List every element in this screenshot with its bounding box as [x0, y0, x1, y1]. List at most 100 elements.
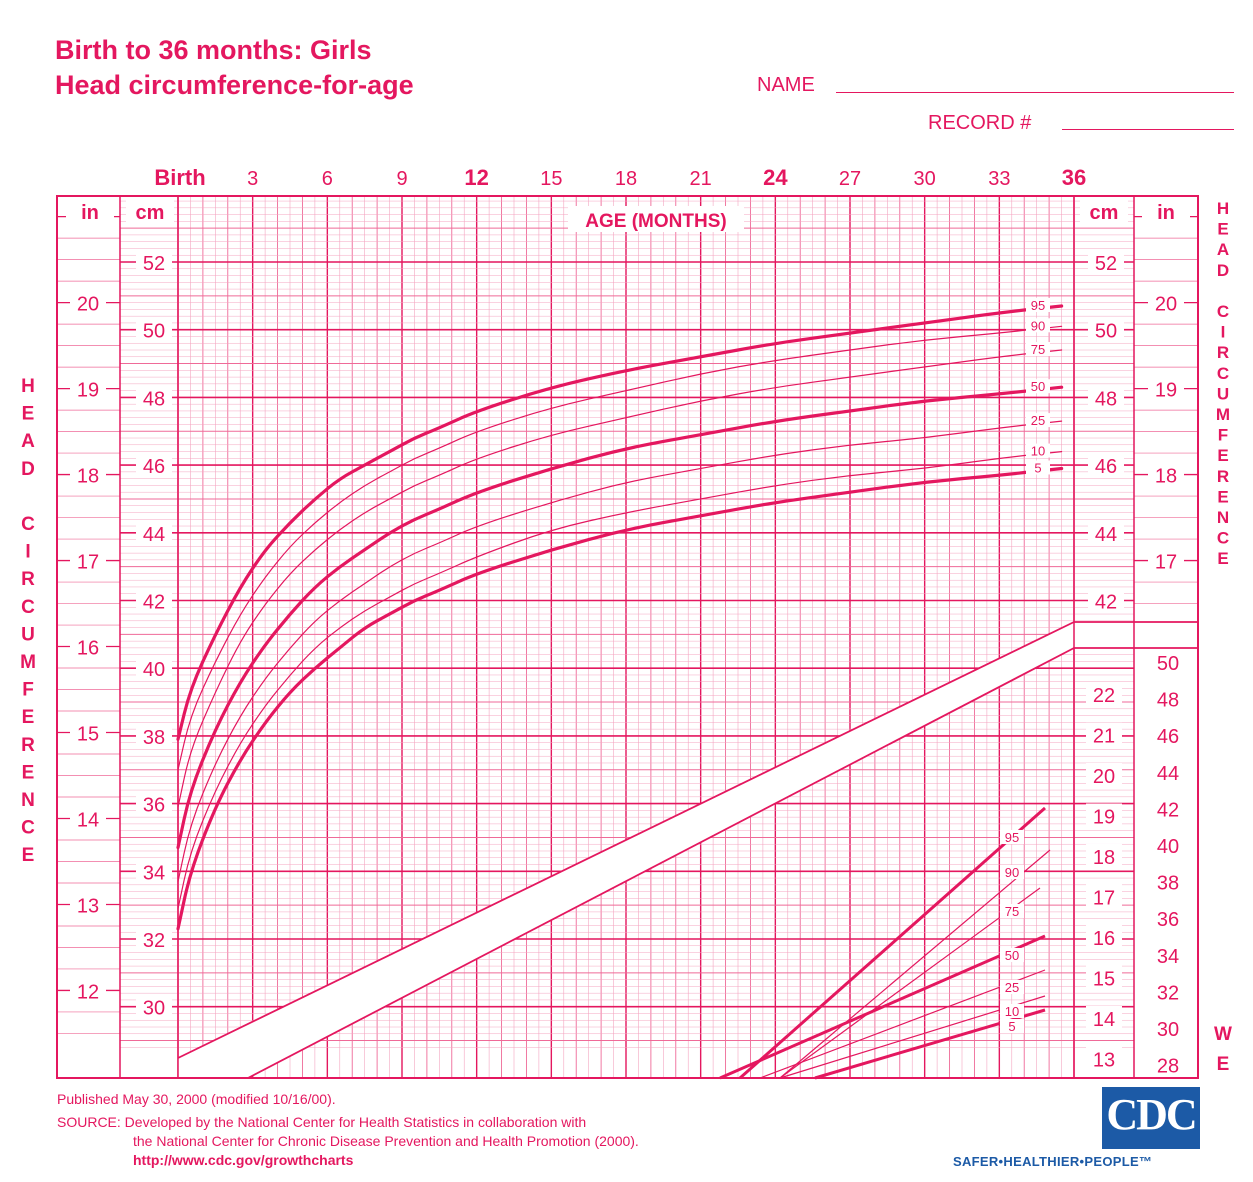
ylabel-letter-left: U	[21, 624, 35, 645]
weight-lb-label: 44	[1157, 763, 1179, 785]
weight-lb-label: 46	[1157, 726, 1179, 748]
cm-tick-label-right: 50	[1095, 321, 1117, 343]
kg-label-bg	[1086, 682, 1122, 706]
in-label-bg	[70, 376, 106, 401]
cm-label-bg	[136, 656, 172, 681]
band-edge-lower	[247, 647, 1075, 1079]
kg-label-bg	[1086, 763, 1122, 787]
percentile-label-bg	[1026, 318, 1050, 333]
cm-label-bg	[136, 791, 172, 816]
in-label-bg	[70, 290, 106, 315]
lb-label-bg	[1150, 869, 1186, 894]
name-label: NAME	[757, 74, 815, 96]
cm-tick-label-left: 40	[143, 659, 165, 681]
in-label-bg	[70, 978, 106, 1003]
percentile-curves: 95 90 75 50 25 105	[176, 298, 1064, 931]
in-label-bg	[1148, 290, 1184, 315]
weight-percentile-label-25: 25	[1005, 980, 1019, 995]
ylabel-letter-left: R	[21, 735, 35, 756]
percentile-label-10: 10	[1031, 444, 1045, 459]
in-label-bg	[70, 548, 106, 573]
ylabel-letter-left: M	[20, 652, 36, 673]
ylabel-letter-left: E	[22, 762, 35, 783]
cm-tick-label-right: 44	[1095, 524, 1117, 546]
unit-bg	[1142, 200, 1190, 224]
cm-tick-label-left: 46	[143, 456, 165, 478]
ylabel-letter-left: H	[21, 376, 35, 397]
cm-tick-label-left: 42	[143, 592, 165, 614]
name-field[interactable]	[836, 92, 1234, 93]
age-tick-label: 18	[615, 168, 637, 190]
in-tick-label-right: 17	[1155, 552, 1177, 574]
percentile-label-bg	[1026, 379, 1050, 394]
in-tick-label-left: 13	[77, 895, 99, 917]
ylabel-letter-left: E	[22, 845, 35, 866]
percentile-label-bg	[1026, 413, 1050, 428]
in-tick-label-right: 20	[1155, 294, 1177, 316]
weight-kg-label: 14	[1093, 1009, 1115, 1031]
lb-label-bg	[1150, 942, 1186, 967]
ylabel-letter-right: C	[1217, 529, 1229, 548]
kg-label-bg	[1086, 1046, 1122, 1071]
weight-label-bg	[1000, 1019, 1024, 1033]
band-edge-upper	[177, 621, 1075, 1059]
weight-kg-label: 16	[1093, 928, 1115, 950]
ylabel-letter-left: N	[21, 790, 35, 811]
in-label-bg	[70, 806, 106, 831]
age-tick-label: 3	[247, 168, 258, 190]
age-tick-label: 30	[914, 168, 936, 190]
percentile-label-25: 25	[1031, 413, 1045, 428]
ylabel-letter-right: E	[1217, 446, 1228, 465]
unit-bg	[126, 200, 174, 224]
record-field[interactable]	[1062, 129, 1234, 130]
ylabel-letter-left: C	[21, 597, 35, 618]
weight-percentile-label-95: 95	[1005, 830, 1019, 845]
weight-kg-label: 18	[1093, 847, 1115, 869]
cm-tick-label-left: 34	[143, 862, 165, 884]
in-tick-label-left: 12	[77, 981, 99, 1003]
weight-lb-label: 28	[1157, 1056, 1179, 1078]
lb-label-bg	[1150, 796, 1186, 821]
percentile-label-75: 75	[1031, 342, 1045, 357]
unit-label-left: cm	[136, 202, 165, 224]
in-tick-label-left: 14	[77, 809, 99, 831]
percentile-label-bg	[1026, 342, 1050, 357]
weight-lb-label: 48	[1157, 690, 1179, 712]
ylabel-letter-right: M	[1216, 405, 1230, 424]
cm-label-bg	[136, 859, 172, 884]
percentile-curve-90	[177, 325, 1063, 771]
kg-label-bg	[1086, 803, 1122, 828]
in-label-bg	[70, 720, 106, 745]
kg-label-bg	[1086, 884, 1122, 909]
ylabel-letter-left: A	[21, 431, 35, 452]
weight-kg-label: 15	[1093, 969, 1115, 991]
ylabel-letter-right: E	[1217, 220, 1228, 239]
percentile-curve-50	[176, 385, 1064, 850]
in-label-bg	[1148, 548, 1184, 573]
weight-label-bg	[1000, 1004, 1024, 1018]
age-tick-label: 36	[1062, 165, 1086, 190]
weight-curves: 95 90 75 50 25 105	[719, 806, 1051, 1080]
ylabel-letter-right: F	[1218, 426, 1228, 445]
weight-lb-label: 42	[1157, 799, 1179, 821]
lb-label-bg	[1150, 1016, 1186, 1040]
cm-tick-label-left: 52	[143, 253, 165, 275]
diagonal-band	[177, 621, 1198, 1079]
chart-title-line1: Birth to 36 months: Girls	[55, 35, 372, 65]
cm-tick-label-right: 52	[1095, 253, 1117, 275]
percentile-label-50: 50	[1031, 379, 1045, 394]
ylabel-letter-right: C	[1217, 302, 1229, 321]
weight-label-letter: E	[1217, 1054, 1230, 1075]
band-fill	[178, 622, 1198, 1078]
weight-lb-label: 50	[1157, 653, 1179, 675]
source-line1: SOURCE: Developed by the National Center…	[57, 1114, 587, 1130]
in-tick-label-left: 19	[77, 380, 99, 402]
in-label-bg	[1148, 462, 1184, 487]
cm-label-bg	[136, 994, 172, 1019]
source-url-link[interactable]: http://www.cdc.gov/growthcharts	[133, 1152, 354, 1168]
weight-kg-label: 19	[1093, 807, 1115, 829]
weight-label-bg	[1000, 830, 1024, 844]
cm-tick-label-left: 48	[143, 388, 165, 410]
cm-tick-label-right: 46	[1095, 456, 1117, 478]
cm-label-bg	[136, 317, 172, 342]
